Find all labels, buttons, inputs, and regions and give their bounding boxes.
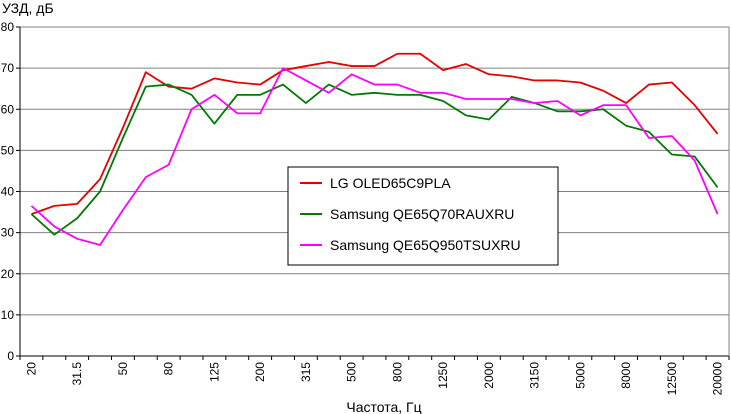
x-axis-title: Частота, Гц <box>346 399 421 414</box>
series-line <box>30 67 719 246</box>
x-tick-label: 500 <box>345 362 359 382</box>
x-tick-label: 200 <box>253 362 267 382</box>
x-tick-label: 3150 <box>528 362 542 389</box>
series-line <box>30 83 719 236</box>
y-tick-label: 80 <box>1 20 15 34</box>
x-tick-labels: 20 31.5 50 80 125 200 315 500 800 1250 2000 3150 500… <box>24 362 724 396</box>
y-tick-label: 10 <box>1 308 15 322</box>
legend-label: Samsung QE65Q70RAUXRU <box>330 206 514 222</box>
x-tick-label: 20000 <box>711 362 725 396</box>
x-tick-label: 800 <box>390 362 404 382</box>
x-tick-label: 5000 <box>573 362 587 389</box>
legend-label: LG OLED65C9PLA <box>330 175 451 191</box>
y-tick-label: 20 <box>1 267 15 281</box>
x-tick-label: 31.5 <box>70 362 84 386</box>
x-tick-label: 1250 <box>436 362 450 389</box>
legend: LG OLED65C9PLA Samsung QE65Q70RAUXRU Samsu… <box>287 166 559 266</box>
y-tick-label: 50 <box>1 143 15 157</box>
x-tick-label: 80 <box>162 362 176 376</box>
x-tick-label: 2000 <box>482 362 496 389</box>
legend-label: Samsung QE65Q950TSUXRU <box>330 237 521 253</box>
y-tick-label: 30 <box>1 226 15 240</box>
y-axis-title: УЗД, дБ <box>2 0 54 16</box>
axes <box>16 26 730 360</box>
y-tick-label: 0 <box>7 349 14 363</box>
x-tick-label: 20 <box>24 362 38 376</box>
legend-box <box>287 166 559 266</box>
y-tick-labels: 0 10 20 30 40 50 60 70 80 <box>1 20 15 363</box>
x-tick-label: 12500 <box>665 362 679 396</box>
series-line <box>31 52 719 215</box>
x-tick-label: 315 <box>299 362 313 382</box>
x-tick-label: 8000 <box>619 362 633 389</box>
x-tick-label: 125 <box>207 362 221 382</box>
y-tick-label: 40 <box>1 185 15 199</box>
x-tick-label: 50 <box>116 362 130 376</box>
series-group <box>30 52 719 246</box>
y-tick-label: 70 <box>1 61 15 75</box>
y-tick-label: 60 <box>1 102 15 116</box>
